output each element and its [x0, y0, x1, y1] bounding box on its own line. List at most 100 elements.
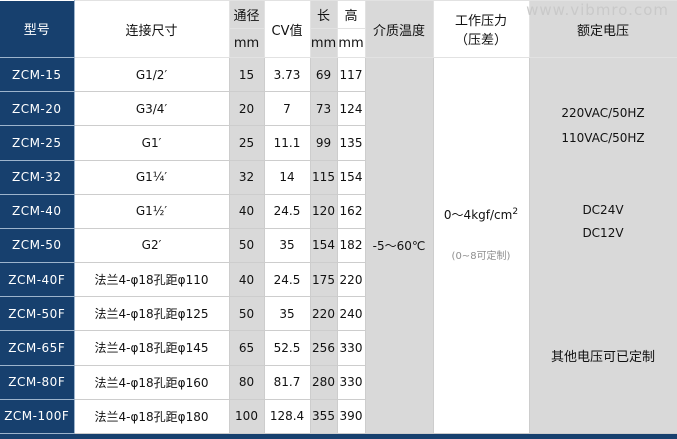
diameter-cell: 25	[228, 125, 265, 161]
connection-cell: G1¼′	[73, 159, 230, 195]
height-cell: 330	[336, 364, 366, 400]
table-row: ZCM-40 G1½′ 40 24.5 120 162	[0, 193, 677, 229]
bottom-border-bar	[0, 434, 677, 439]
height-cell: 154	[336, 159, 366, 195]
diameter-cell: 40	[228, 193, 265, 229]
model-cell: ZCM-20	[0, 91, 75, 127]
length-cell: 355	[309, 398, 338, 435]
working-pressure-value: 0～4kgf/cm2	[444, 206, 518, 223]
working-pressure-line1: 工作压力	[454, 14, 507, 29]
table-row: ZCM-32 G1¼′ 32 14 115 154	[0, 159, 677, 195]
diameter-cell: 40	[228, 262, 265, 298]
height-cell: 220	[336, 262, 366, 298]
diameter-cell: 50	[228, 296, 265, 332]
length-cell: 99	[309, 125, 338, 161]
model-cell: ZCM-15	[0, 56, 75, 93]
col-header-medium-temp: 介质温度	[364, 0, 434, 58]
length-cell: 175	[309, 262, 338, 298]
model-cell: ZCM-50F	[0, 296, 75, 332]
col-header-length: 长	[309, 0, 338, 29]
col-header-connection: 连接尺寸	[73, 0, 230, 58]
cv-cell: 128.4	[263, 398, 311, 435]
length-cell: 120	[309, 193, 338, 229]
table-row: ZCM-100F 法兰4-φ18孔距φ180 100 128.4 355 390	[0, 398, 677, 435]
height-cell: 162	[336, 193, 366, 229]
length-cell: 154	[309, 227, 338, 264]
table-row: ZCM-20 G3/4′ 20 7 73 124	[0, 91, 677, 127]
table-row: ZCM-15 G1/2′ 15 3.73 69 117 -5～60℃ 0～4kgf/cm2 (0…	[0, 56, 677, 434]
model-cell: ZCM-50	[0, 227, 75, 264]
model-cell: ZCM-40F	[0, 262, 75, 298]
length-cell: 220	[309, 296, 338, 332]
cv-cell: 3.73	[263, 56, 311, 93]
length-cell: 115	[309, 159, 338, 195]
length-cell: 69	[309, 56, 338, 93]
working-pressure-line2: （压差）	[454, 33, 507, 48]
cv-cell: 7	[263, 91, 311, 127]
height-cell: 330	[336, 330, 366, 366]
connection-cell: G1/2′	[73, 56, 230, 93]
connection-cell: 法兰4-φ18孔距φ110	[73, 262, 230, 298]
height-cell: 182	[336, 227, 366, 264]
col-header-height-unit: mm	[336, 28, 366, 58]
rated-voltage-cell: 220VAC/50HZ 110VAC/50HZ DC24V DC12V 其他电压可已定制	[528, 57, 677, 434]
length-cell: 73	[309, 91, 338, 127]
table-row: ZCM-50F 法兰4-φ18孔距φ125 50 35 220 240	[0, 296, 677, 332]
table-row: ZCM-50 G2′ 50 35 154 182	[0, 227, 677, 264]
rated-voltage-line: 220VAC/50HZ	[561, 106, 645, 120]
diameter-cell: 80	[228, 364, 265, 400]
rated-voltage-line: 其他电压可已定制	[550, 350, 655, 365]
rated-voltage-line: DC24V	[582, 203, 624, 217]
table-row: ZCM-80F 法兰4-φ18孔距φ160 80 81.7 280 330	[0, 364, 677, 400]
diameter-cell: 65	[228, 330, 265, 366]
cv-cell: 24.5	[263, 262, 311, 298]
col-header-rated-voltage: 额定电压	[528, 0, 677, 58]
height-cell: 240	[336, 296, 366, 332]
diameter-cell: 50	[228, 227, 265, 264]
working-pressure-exponent: 2	[512, 206, 519, 217]
model-cell: ZCM-80F	[0, 364, 75, 400]
table-row: ZCM-25 G1′ 25 11.1 99 135	[0, 125, 677, 161]
connection-cell: 法兰4-φ18孔距φ145	[73, 330, 230, 366]
height-cell: 117	[336, 56, 366, 93]
model-cell: ZCM-40	[0, 193, 75, 229]
working-pressure-main: 0～4kgf/cm	[443, 207, 513, 222]
working-pressure-stack: 0～4kgf/cm2 (0~8可定制)	[434, 206, 528, 262]
height-cell: 390	[336, 398, 366, 435]
working-pressure-cell: 0～4kgf/cm2 (0~8可定制)	[432, 57, 530, 434]
model-cell: ZCM-65F	[0, 330, 75, 366]
watermark: www.vibmro.com	[526, 1, 669, 19]
cv-cell: 14	[263, 159, 311, 195]
height-cell: 124	[336, 91, 366, 127]
col-header-cv: CV值	[263, 0, 311, 58]
connection-cell: 法兰4-φ18孔距φ180	[73, 398, 230, 435]
diameter-cell: 20	[228, 91, 265, 127]
cv-cell: 24.5	[263, 193, 311, 229]
cv-cell: 11.1	[263, 125, 311, 161]
col-header-diameter: 通径	[228, 0, 265, 29]
col-header-diameter-unit: mm	[228, 28, 265, 58]
length-cell: 280	[309, 364, 338, 400]
connection-cell: G2′	[73, 227, 230, 264]
cv-cell: 35	[263, 227, 311, 264]
col-header-length-unit: mm	[309, 28, 338, 58]
cv-cell: 35	[263, 296, 311, 332]
cv-cell: 81.7	[263, 364, 311, 400]
connection-cell: G3/4′	[73, 91, 230, 127]
connection-cell: 法兰4-φ18孔距φ160	[73, 364, 230, 400]
rated-voltage-line: DC12V	[582, 226, 624, 240]
col-header-height: 高	[336, 0, 366, 29]
length-cell: 256	[309, 330, 338, 366]
diameter-cell: 15	[228, 56, 265, 93]
col-header-working-pressure: 工作压力 （压差）	[432, 0, 530, 58]
col-header-model: 型号	[0, 0, 75, 58]
connection-cell: G1½′	[73, 193, 230, 229]
diameter-cell: 100	[228, 398, 265, 435]
rated-voltage-line: 110VAC/50HZ	[561, 131, 645, 145]
model-cell: ZCM-25	[0, 125, 75, 161]
model-cell: ZCM-32	[0, 159, 75, 195]
model-cell: ZCM-100F	[0, 398, 75, 435]
working-pressure-note: (0~8可定制)	[451, 250, 511, 262]
